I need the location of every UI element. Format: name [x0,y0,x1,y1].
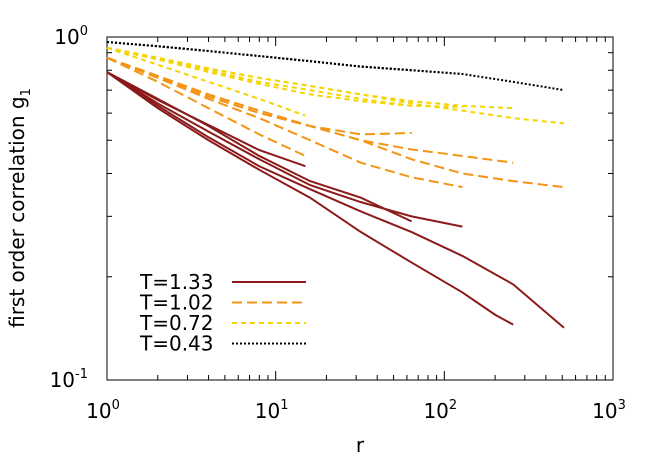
legend-label: T=0.43 [139,332,214,356]
series-line [106,56,463,189]
x-tick-label-exponent: 3 [618,398,626,413]
series-line [106,56,306,157]
series-line [106,46,565,125]
plot-frame [106,36,614,381]
x-tick-label-exponent: 2 [449,398,457,413]
x-tick-label-exponent: 0 [112,398,120,413]
x-tick-label-base: 10 [423,399,448,423]
series-line [106,46,514,110]
legend-label: T=1.02 [139,291,214,315]
series-line [106,71,306,168]
x-tick-label-base: 10 [255,399,280,423]
series-line [106,46,463,109]
y-tick-label-base: 10 [54,25,79,49]
y-tick-label: 10-1 [50,367,88,392]
x-tick-label-base: 10 [86,399,111,423]
x-tick-label-base: 10 [592,399,617,423]
x-tick-label: 103 [592,398,626,423]
series-line [106,71,463,228]
y-tick-label-exponent: 0 [80,24,88,39]
y-tick-label-exponent: -1 [75,367,88,382]
x-tick-label: 102 [423,398,457,423]
y-axis-label-text: first order correlation g [5,96,29,328]
x-tick-label: 101 [255,398,289,423]
x-tick-label-exponent: 1 [280,398,288,413]
x-tick-label: 100 [86,398,120,423]
y-tick-label-base: 10 [50,368,75,392]
series-line [106,46,412,107]
series-line [106,56,565,189]
legend-label: T=1.33 [139,270,214,294]
series-line [106,71,413,223]
series-line [106,71,514,326]
series-line [106,71,565,329]
series-line [106,41,565,92]
y-axis-label: first order correlation g1 [5,88,34,328]
x-axis-label: r [356,433,365,457]
legend-label: T=0.72 [139,311,214,335]
y-axis-label-subscript: 1 [19,88,34,96]
y-tick-label: 100 [54,24,88,49]
